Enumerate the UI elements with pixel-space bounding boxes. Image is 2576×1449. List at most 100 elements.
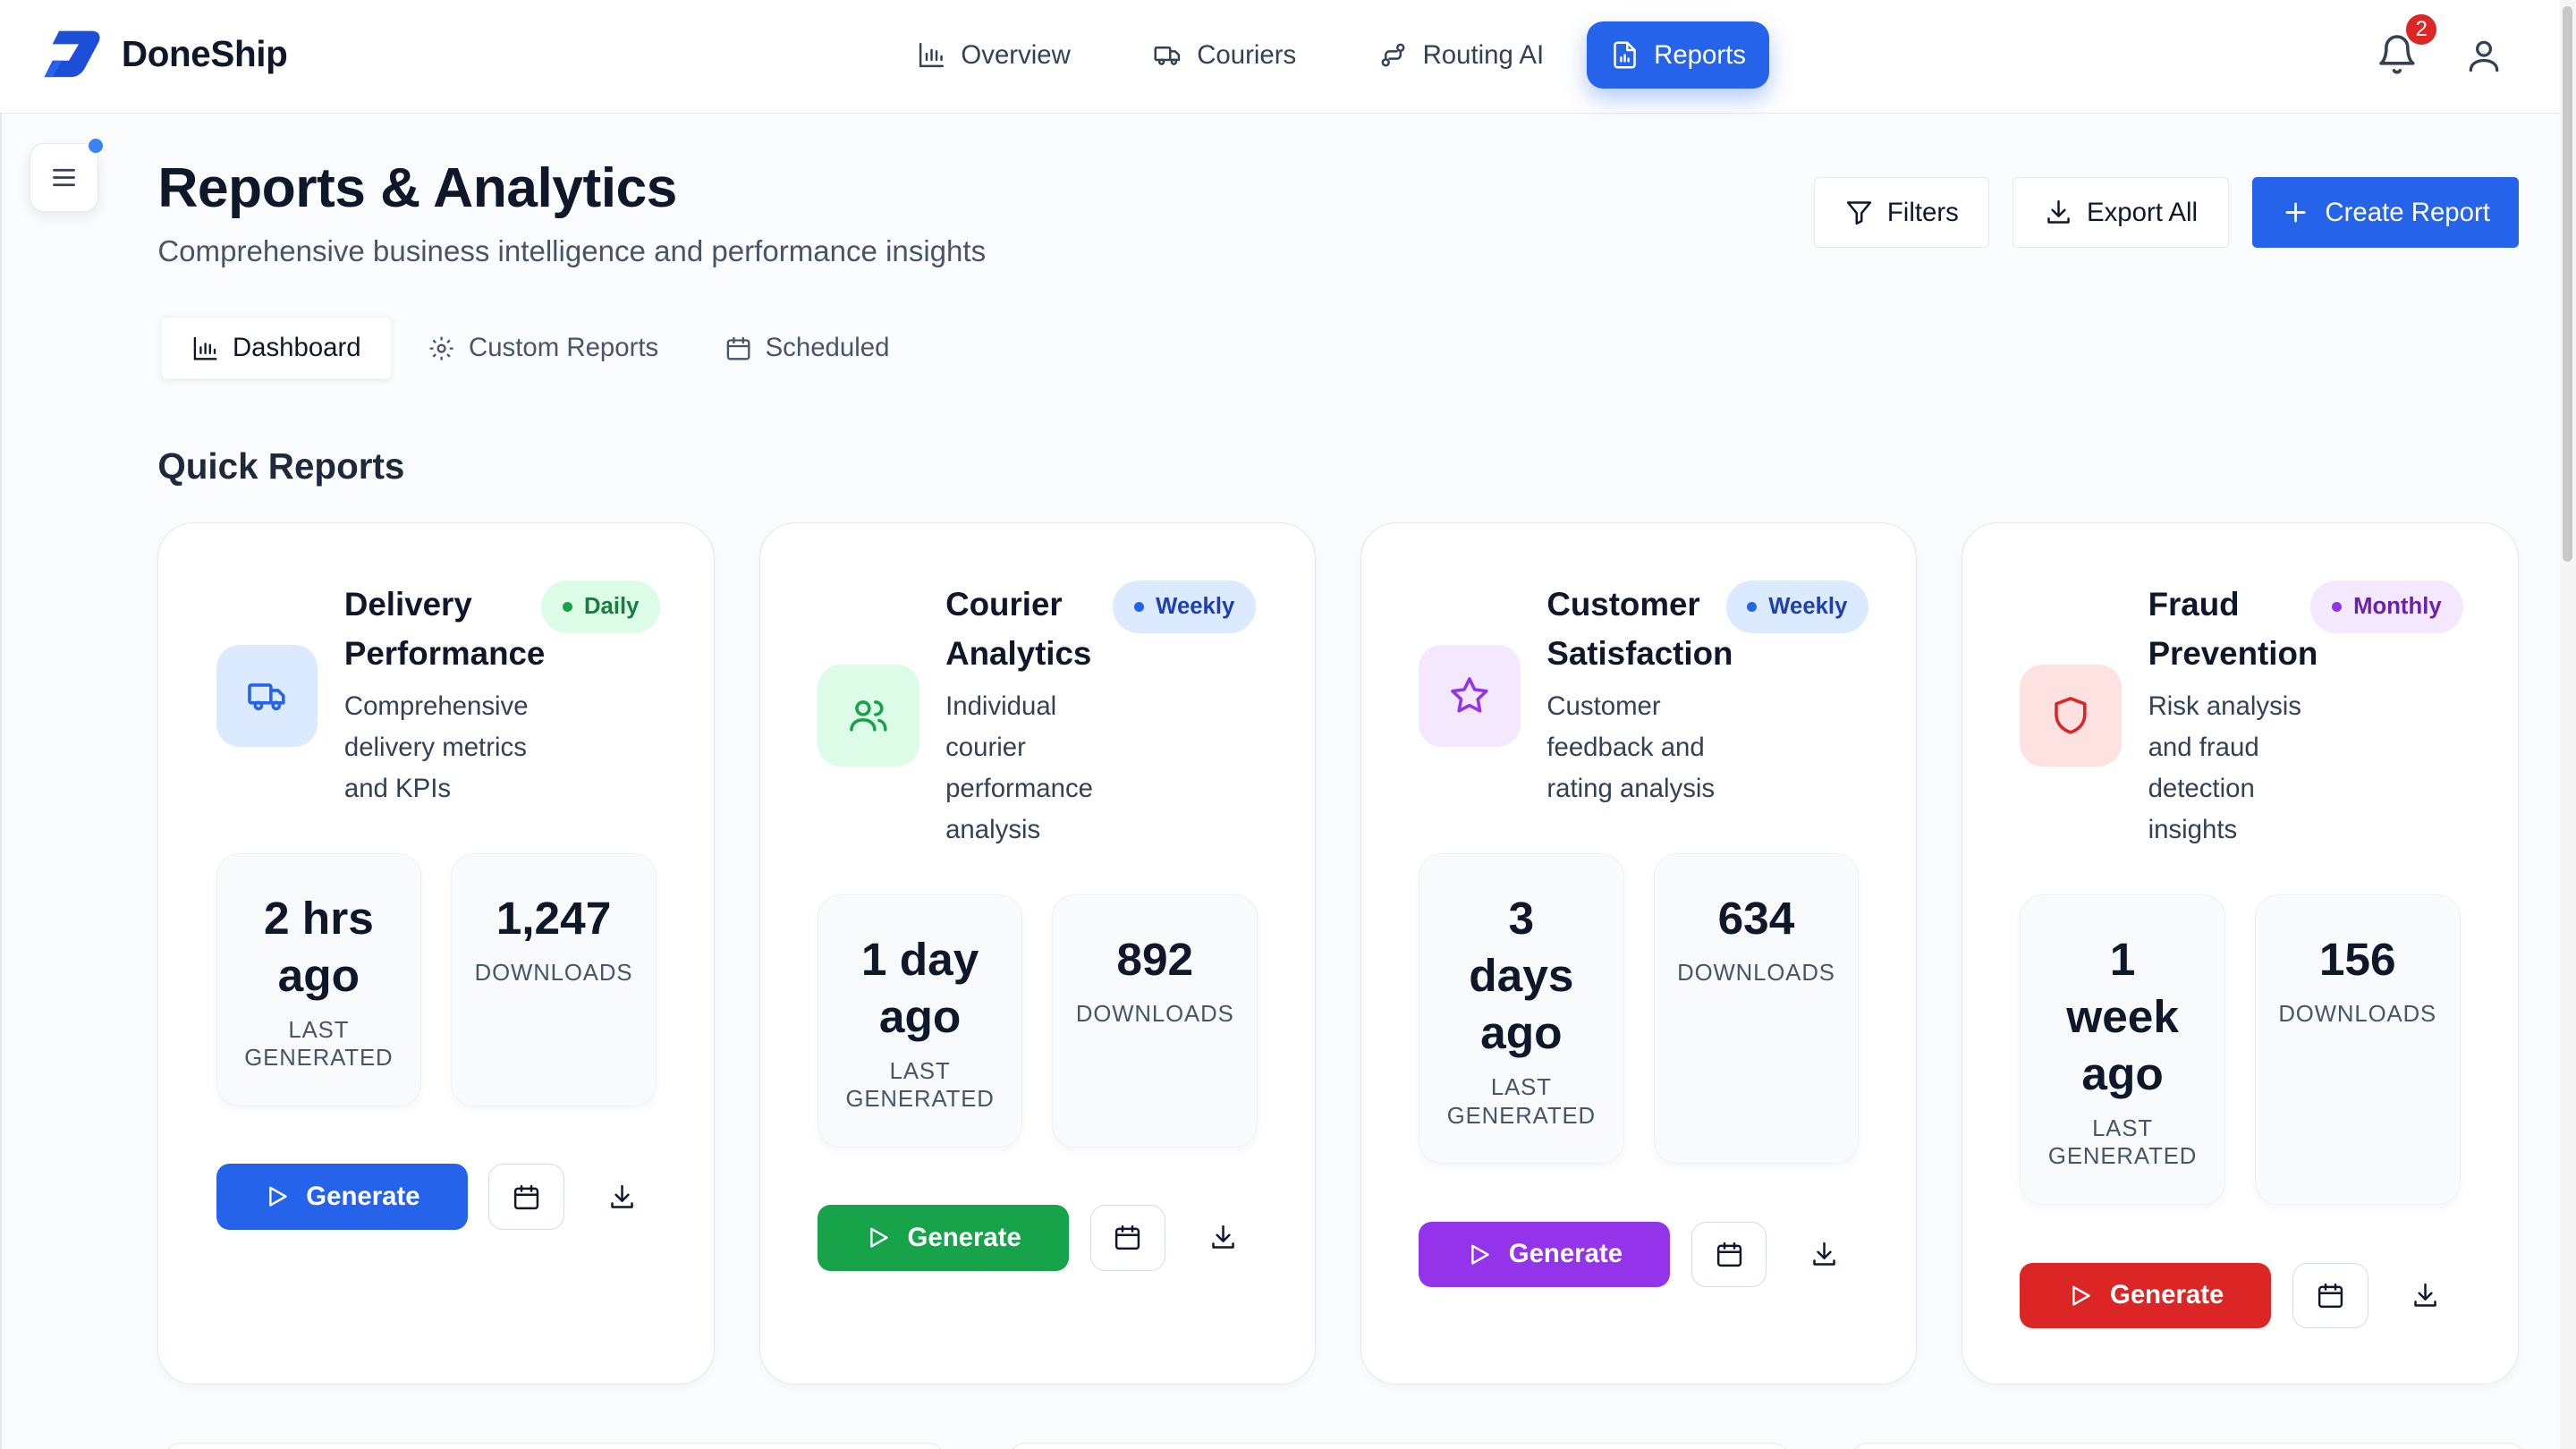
- next-section-card: [1008, 1442, 1790, 1449]
- frequency-badge: Weekly: [1725, 580, 1869, 634]
- report-card-customer-satisfaction: Customer Satisfaction Weekly Customer fe…: [1360, 522, 1918, 1385]
- card-title: Customer Satisfaction: [1546, 585, 1733, 672]
- menu-icon: [53, 168, 76, 186]
- downloads-value: 156: [2318, 932, 2396, 985]
- nav-couriers[interactable]: Couriers: [1130, 21, 1319, 89]
- star-icon: [1451, 677, 1488, 713]
- tab-dashboard[interactable]: Dashboard: [160, 317, 392, 380]
- generate-label: Generate: [907, 1223, 1021, 1252]
- report-card-delivery-performance: Delivery Performance Daily Comprehensive…: [157, 522, 715, 1385]
- shield-icon: [2055, 697, 2087, 734]
- frequency-label: Weekly: [1156, 594, 1235, 620]
- user-icon[interactable]: [2464, 36, 2504, 75]
- last-generated-stat: 2 hrs ago LAST GENERATED: [216, 853, 422, 1107]
- page-title: Reports & Analytics: [157, 157, 677, 220]
- frequency-badge: Weekly: [1113, 580, 1257, 634]
- tab-custom-reports[interactable]: Custom Reports: [398, 317, 688, 379]
- nav-reports-label: Reports: [1654, 39, 1746, 70]
- calendar-icon: [1115, 1225, 1140, 1250]
- create-report-label: Create Report: [2325, 197, 2490, 227]
- frequency-label: Daily: [583, 594, 640, 620]
- last-generated-label: LAST GENERATED: [1446, 1075, 1596, 1129]
- downloads-label: DOWNLOADS: [1677, 960, 1835, 986]
- play-icon: [869, 1227, 888, 1249]
- download-button[interactable]: [1801, 1222, 1847, 1287]
- card-icon-container: [817, 665, 919, 767]
- frequency-badge: Monthly: [2310, 580, 2463, 634]
- schedule-button[interactable]: [488, 1164, 564, 1230]
- export-all-button[interactable]: Export All: [2012, 177, 2230, 249]
- next-section-card: [164, 1442, 945, 1449]
- card-description: Individual courier performance analysis: [945, 691, 1093, 844]
- main-nav: Overview Couriers Routing AI Reports: [894, 21, 1769, 89]
- downloads-value: 1,247: [496, 891, 612, 944]
- schedule-button[interactable]: [1690, 1221, 1767, 1288]
- app-name: DoneShip: [121, 33, 288, 75]
- downloads-value: 892: [1116, 932, 1194, 985]
- generate-button[interactable]: Generate: [817, 1205, 1069, 1271]
- filters-button[interactable]: Filters: [1813, 177, 1990, 249]
- doneship-logo-icon: [44, 30, 100, 78]
- file-chart-icon: [1613, 41, 1636, 69]
- last-generated-value: 3 days ago: [1469, 891, 1574, 1059]
- filters-label: Filters: [1886, 197, 1959, 227]
- download-button[interactable]: [599, 1164, 645, 1229]
- last-generated-stat: 3 days ago LAST GENERATED: [1419, 853, 1624, 1165]
- download-button[interactable]: [2402, 1263, 2448, 1328]
- nav-routing-ai[interactable]: Routing AI: [1355, 21, 1567, 89]
- tab-scheduled-label: Scheduled: [765, 333, 890, 363]
- sidebar-indicator-dot: [85, 136, 106, 157]
- card-description: Comprehensive delivery metrics and KPIs: [343, 691, 529, 803]
- badge-dot: [2332, 602, 2343, 613]
- scrollbar-thumb[interactable]: [2563, 6, 2573, 563]
- schedule-button[interactable]: [1089, 1205, 1166, 1271]
- last-generated-value: 2 hrs ago: [263, 891, 374, 1002]
- truck-icon: [1154, 47, 1180, 65]
- downloads-stat: 634 DOWNLOADS: [1653, 853, 1860, 1165]
- export-all-label: Export All: [2086, 197, 2199, 227]
- last-generated-value: 1 day ago: [860, 932, 979, 1042]
- last-generated-label: LAST GENERATED: [2047, 1116, 2198, 1170]
- downloads-label: DOWNLOADS: [1075, 1001, 1234, 1027]
- nav-overview-label: Overview: [961, 39, 1071, 70]
- app-logo[interactable]: DoneShip: [39, 28, 288, 80]
- schedule-button[interactable]: [2292, 1262, 2368, 1329]
- generate-button[interactable]: Generate: [1419, 1221, 1671, 1288]
- nav-reports[interactable]: Reports: [1586, 21, 1769, 89]
- generate-button[interactable]: Generate: [216, 1164, 468, 1230]
- badge-dot: [1747, 602, 1758, 613]
- nav-overview[interactable]: Overview: [894, 21, 1093, 89]
- users-icon: [850, 700, 887, 732]
- last-generated-label: LAST GENERATED: [845, 1058, 995, 1113]
- notification-badge: 2: [2403, 11, 2440, 48]
- generate-label: Generate: [306, 1182, 420, 1212]
- report-card-fraud-prevention: Fraud Prevention Monthly Risk analysis a…: [1962, 522, 2519, 1385]
- card-icon-container: [2020, 665, 2123, 767]
- play-icon: [2072, 1285, 2090, 1306]
- frequency-badge: Daily: [541, 580, 661, 634]
- tab-dashboard-label: Dashboard: [232, 333, 361, 363]
- bell-icon[interactable]: [2376, 33, 2419, 76]
- download-icon: [2047, 200, 2071, 225]
- calendar-icon: [514, 1184, 539, 1209]
- calendar-icon: [2318, 1283, 2343, 1308]
- generate-button[interactable]: Generate: [2020, 1262, 2272, 1329]
- create-report-button[interactable]: Create Report: [2252, 177, 2519, 249]
- download-icon: [1212, 1225, 1234, 1250]
- downloads-stat: 892 DOWNLOADS: [1052, 894, 1258, 1148]
- plus-icon: [2285, 202, 2306, 223]
- next-section-card: [1851, 1442, 2525, 1449]
- nav-routing-label: Routing AI: [1422, 39, 1545, 70]
- card-description: Risk analysis and fraud detection insigh…: [2148, 691, 2301, 844]
- download-button[interactable]: [1200, 1205, 1246, 1270]
- play-icon: [1471, 1244, 1489, 1265]
- card-icon-container: [1419, 644, 1521, 747]
- route-icon: [1381, 43, 1405, 67]
- card-icon-container: [216, 644, 318, 747]
- last-generated-label: LAST GENERATED: [244, 1018, 394, 1072]
- top-navigation-bar: DoneShip Overview Couriers Routing AI Re…: [0, 0, 2576, 114]
- card-title: Delivery Performance: [343, 585, 546, 672]
- tab-scheduled[interactable]: Scheduled: [695, 317, 919, 379]
- sidebar-toggle-button[interactable]: [30, 142, 99, 212]
